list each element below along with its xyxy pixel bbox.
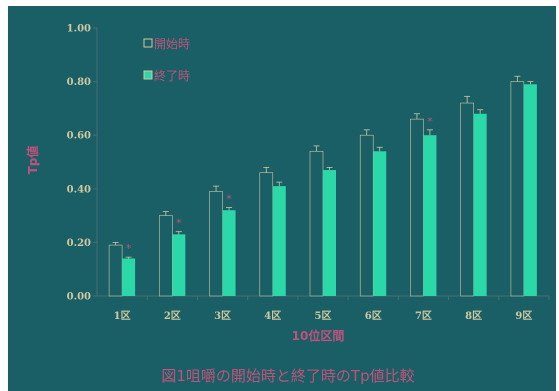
bar-start — [460, 102, 474, 297]
bar-start — [309, 150, 324, 297]
y-tick-label: 0.40 — [67, 184, 91, 195]
bar-start — [209, 191, 223, 297]
significance-star: * — [126, 242, 132, 255]
significance-markers: * * * * — [126, 115, 433, 255]
x-tick-label: 1区 — [114, 310, 131, 322]
significance-star: * — [427, 115, 433, 128]
x-tick-label: 7区 — [415, 310, 432, 322]
legend: 開始時 終了時 — [143, 37, 190, 83]
x-tick-label: 9区 — [515, 310, 532, 322]
bar-end — [222, 210, 236, 296]
bar-end — [172, 234, 186, 296]
bar-end — [423, 135, 437, 296]
legend-swatch-end — [143, 70, 153, 80]
x-tick-label: 6区 — [365, 310, 382, 322]
bar-start — [410, 118, 424, 297]
x-tick-labels: 1区 2区 3区 4区 5区 6区 7区 8区 9区 — [114, 310, 533, 322]
x-tick-label: 4区 — [264, 310, 281, 322]
bar-end — [272, 186, 286, 296]
bar-end — [323, 170, 336, 296]
y-tick-label: 1.00 — [67, 24, 91, 35]
y-tick-label: 0.00 — [67, 292, 91, 303]
bar-end — [122, 258, 136, 296]
y-axis-title: Tp値 — [25, 146, 40, 175]
legend-label-end: 終了時 — [154, 68, 190, 83]
bar-end — [523, 84, 537, 296]
bar-end — [373, 151, 387, 296]
bar-start — [159, 215, 173, 297]
bar-start — [510, 81, 525, 297]
significance-star: * — [176, 217, 182, 230]
bar-start — [359, 134, 374, 297]
x-tick-label: 2区 — [164, 310, 181, 322]
figure-caption: 図1咀嚼の開始時と終了時のTp値比較 — [161, 367, 414, 385]
x-tick-label: 3区 — [214, 310, 231, 322]
x-tick-label: 5区 — [315, 310, 332, 322]
legend-label-start: 開始時 — [154, 37, 190, 51]
x-axis-title: 10位区間 — [292, 328, 345, 343]
x-tick-label: 8区 — [465, 310, 482, 322]
legend-swatch-start — [143, 38, 153, 48]
y-tick-label: 0.60 — [67, 131, 91, 142]
bar-start — [259, 172, 274, 297]
bar-end — [473, 113, 487, 296]
bars — [108, 75, 537, 297]
y-tick-label: 0.80 — [67, 77, 91, 88]
y-tick-label: 0.20 — [67, 238, 91, 249]
bar-start — [108, 244, 123, 297]
y-tick-labels: 0.00 0.20 0.40 0.60 0.80 1.00 — [67, 24, 91, 303]
significance-star: * — [226, 193, 232, 206]
